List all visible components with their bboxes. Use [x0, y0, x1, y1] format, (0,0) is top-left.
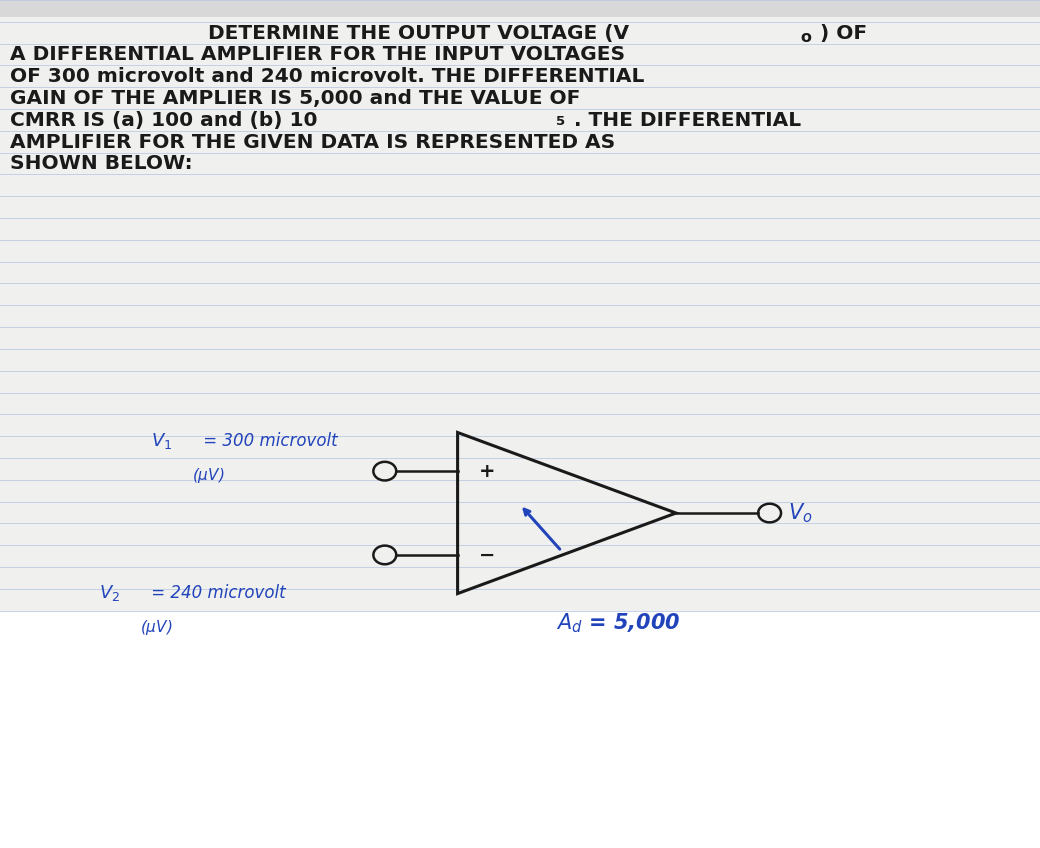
- Text: $V_1$: $V_1$: [151, 432, 172, 451]
- Text: +: +: [478, 461, 495, 481]
- Text: $V_2$: $V_2$: [99, 583, 120, 603]
- Text: $V_o$: $V_o$: [788, 501, 813, 525]
- Text: DETERMINE THE OUTPUT VOLTAGE (V: DETERMINE THE OUTPUT VOLTAGE (V: [208, 24, 629, 42]
- Text: = 300 microvolt: = 300 microvolt: [198, 432, 337, 450]
- Text: GAIN OF THE AMPLIER IS 5,000 and THE VALUE OF: GAIN OF THE AMPLIER IS 5,000 and THE VAL…: [10, 89, 580, 108]
- Text: A DIFFERENTIAL AMPLIFIER FOR THE INPUT VOLTAGES: A DIFFERENTIAL AMPLIFIER FOR THE INPUT V…: [10, 46, 625, 64]
- Text: ) OF: ) OF: [820, 24, 866, 42]
- Text: $A_d$ = 5,000: $A_d$ = 5,000: [556, 611, 681, 635]
- Text: ($\mu$V): ($\mu$V): [140, 617, 173, 637]
- Text: −: −: [478, 545, 495, 565]
- Text: AMPLIFIER FOR THE GIVEN DATA IS REPRESENTED AS: AMPLIFIER FOR THE GIVEN DATA IS REPRESEN…: [10, 132, 616, 152]
- Text: 5: 5: [556, 115, 566, 128]
- Text: = 240 microvolt: = 240 microvolt: [146, 584, 285, 602]
- Text: . THE DIFFERENTIAL: . THE DIFFERENTIAL: [574, 111, 801, 130]
- Text: OF 300 microvolt and 240 microvolt. THE DIFFERENTIAL: OF 300 microvolt and 240 microvolt. THE …: [10, 67, 645, 86]
- Text: o: o: [801, 31, 812, 46]
- FancyBboxPatch shape: [0, 0, 1040, 611]
- Text: ($\mu$V): ($\mu$V): [192, 466, 225, 485]
- Text: CMRR IS (a) 100 and (b) 10: CMRR IS (a) 100 and (b) 10: [10, 111, 318, 130]
- FancyBboxPatch shape: [0, 0, 1040, 17]
- Text: SHOWN BELOW:: SHOWN BELOW:: [10, 154, 193, 174]
